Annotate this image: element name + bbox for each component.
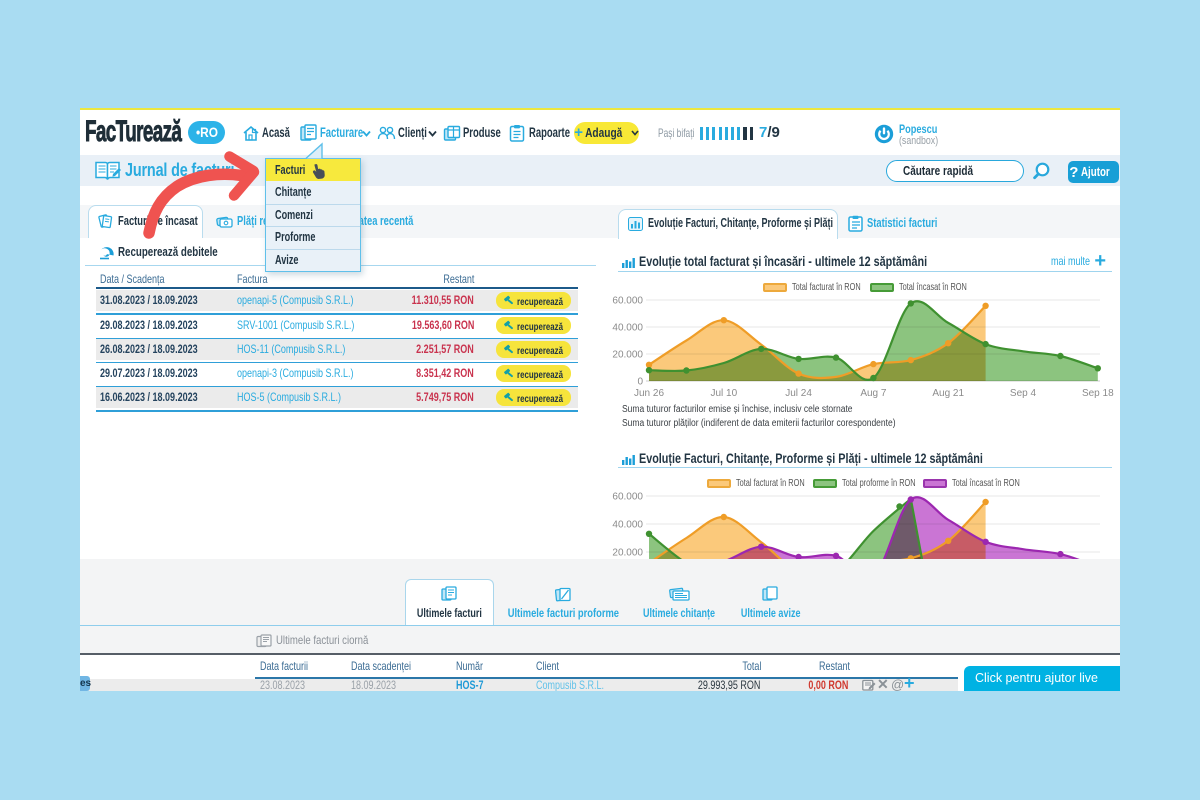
- svg-text:Aug 21: Aug 21: [932, 388, 964, 399]
- svg-text:Jul 10: Jul 10: [710, 388, 737, 399]
- svg-text:Jul 24: Jul 24: [785, 388, 812, 399]
- svg-text:Aug 7: Aug 7: [860, 388, 887, 399]
- svg-text:0: 0: [637, 377, 643, 388]
- svg-text:Sep 4: Sep 4: [1010, 388, 1037, 399]
- svg-text:40.000: 40.000: [612, 323, 643, 334]
- svg-text:40.000: 40.000: [612, 520, 643, 531]
- svg-text:20.000: 20.000: [612, 350, 643, 361]
- svg-text:Jun 26: Jun 26: [634, 388, 664, 399]
- svg-text:60.000: 60.000: [612, 492, 643, 503]
- svg-text:20.000: 20.000: [612, 548, 643, 559]
- svg-text:Sep 18: Sep 18: [1082, 388, 1114, 399]
- svg-text:60.000: 60.000: [612, 296, 643, 307]
